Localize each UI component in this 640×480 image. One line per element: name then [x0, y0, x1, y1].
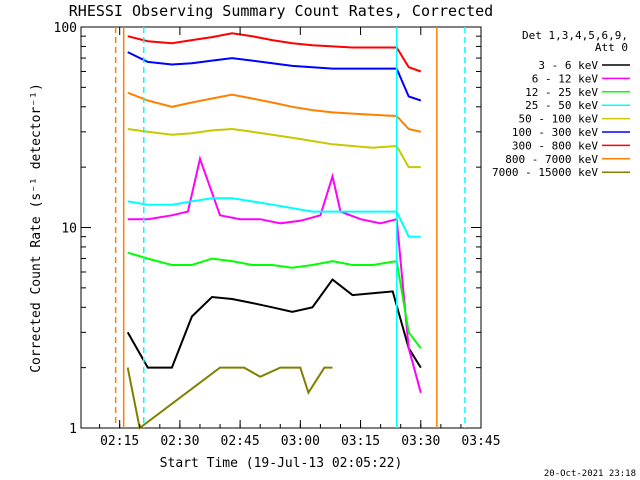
legend-label-3: 25 - 50 keV	[525, 99, 598, 112]
x-tick-label-5: 03:30	[401, 434, 440, 449]
series-line-0	[126, 278, 422, 369]
legend-label-0: 3 - 6 keV	[538, 59, 598, 72]
x-tick-label-6: 03:45	[461, 434, 500, 449]
series-line-7	[127, 91, 422, 133]
series-line-6	[127, 32, 422, 73]
series-line-1	[127, 155, 422, 393]
x-tick-label-1: 02:30	[160, 434, 199, 449]
y-tick-label-2: 100	[54, 21, 77, 36]
legend-label-1: 6 - 12 keV	[532, 72, 599, 85]
series-line-4	[127, 127, 421, 169]
series-layer	[126, 32, 422, 430]
x-tick-label-3: 03:00	[281, 434, 320, 449]
axis-layer: 02:15 02:30 02:45 03:00 03:15 03:30 03:45 1 10 10…	[54, 21, 501, 449]
legend-label-8: 7000 - 15000 keV	[492, 166, 598, 179]
series-line-8	[126, 366, 333, 430]
series-line-5	[127, 51, 422, 102]
marker-layer	[114, 27, 466, 428]
legend-label-4: 50 - 100 keV	[519, 113, 599, 126]
x-tick-label-4: 03:15	[341, 434, 380, 449]
x-tick-label-2: 02:45	[221, 434, 260, 449]
y-tick-label-0: 1	[69, 422, 77, 437]
legend-title-line-2: Att 0	[595, 41, 628, 54]
legend-label-5: 100 - 300 keV	[512, 126, 598, 139]
y-axis-label: Corrected Count Rate (s⁻¹ detector⁻¹)	[29, 83, 44, 373]
legend-label-2: 12 - 25 keV	[525, 86, 598, 99]
series-line-3	[127, 197, 421, 238]
y-tick-label-1: 10	[61, 222, 77, 237]
legend-label-7: 800 - 7000 keV	[505, 153, 598, 166]
chart-title: RHESSI Observing Summary Count Rates, Co…	[69, 2, 493, 20]
legend-label-6: 300 - 800 keV	[512, 139, 598, 152]
timestamp: 20-Oct-2021 23:18	[544, 469, 636, 479]
series-line-2	[127, 251, 422, 349]
x-tick-label-0: 02:15	[100, 434, 139, 449]
x-axis-label: Start Time (19-Jul-13 02:05:22)	[160, 456, 403, 471]
legend-title-line-1: Det 1,3,4,5,6,9,	[522, 29, 628, 42]
